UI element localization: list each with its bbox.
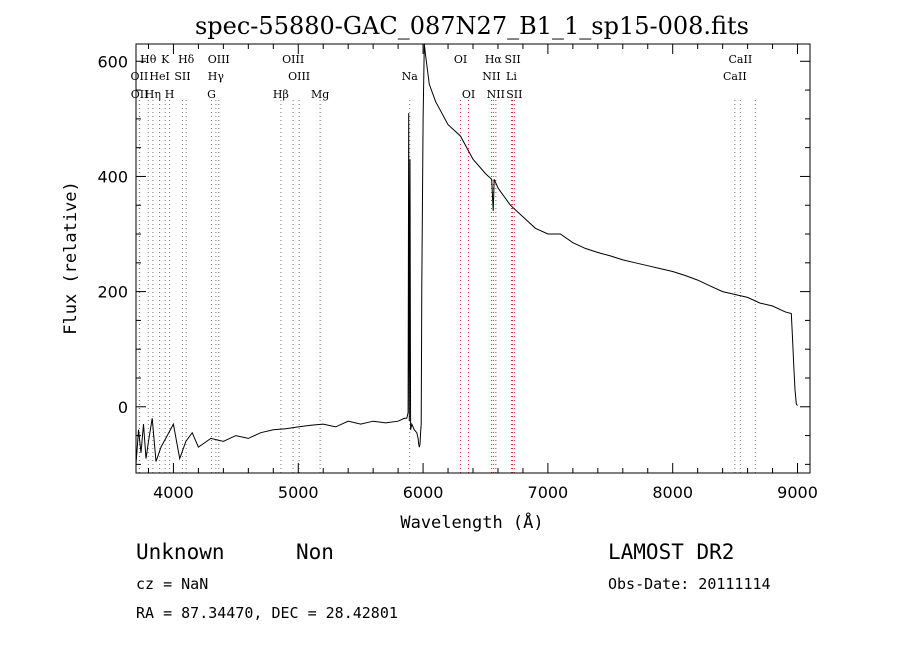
y-tick-label: 600: [97, 52, 128, 71]
spectral-line-markers: [138, 100, 756, 473]
spectral-class: Unknown: [136, 540, 225, 564]
y-tick-label: 200: [97, 283, 128, 302]
y-axis-label: Flux (relative): [61, 181, 81, 335]
x-tick-label: 6000: [403, 483, 444, 502]
ra-dec-coordinates: RA = 87.34470, DEC = 28.42801: [136, 604, 398, 622]
spectral-line-label: NII: [487, 88, 505, 101]
spectral-line-label: OIII: [208, 53, 230, 66]
spectral-line-label: OIII: [288, 70, 310, 83]
x-tick-label: 8000: [652, 483, 693, 502]
spectral-line-label: NII: [482, 70, 500, 83]
spectral-line-label: G: [207, 88, 216, 101]
spectral-line-label: OI: [454, 53, 467, 66]
spectral-line-label: OII: [131, 70, 149, 83]
spectral-line-label: SII: [504, 53, 520, 66]
survey-name: LAMOST DR2: [608, 540, 735, 564]
spectral-line-label: CaII: [729, 53, 753, 66]
spectral-line-label: Hγ: [208, 70, 225, 83]
x-tick-label: 4000: [153, 483, 194, 502]
plot-frame: [135, 43, 811, 474]
spectrum-series: [135, 43, 798, 465]
spectral-line-label: Hη: [145, 88, 161, 101]
spectral-line-label: OII: [131, 88, 149, 101]
spectral-line-label: Hδ: [178, 53, 195, 66]
spectral-line-label: SII: [506, 88, 522, 101]
spectrum-line: [135, 43, 798, 465]
spectral-line-label: Mg: [311, 88, 329, 101]
spectral-line-label: Hα: [485, 53, 503, 66]
spectral-line-label: OIII: [282, 53, 304, 66]
spectral-line-label: Li: [506, 70, 517, 83]
spectral-line-label: SII: [174, 70, 190, 83]
redshift-cz: cz = NaN: [136, 575, 209, 593]
spectral-line-label: K: [161, 53, 170, 66]
x-tick-label: 7000: [528, 483, 569, 502]
spectral-line-label: OI: [462, 88, 475, 101]
x-tick-label: 5000: [278, 483, 319, 502]
spectral-line-label: Hβ: [273, 88, 289, 101]
y-tick-label: 400: [97, 167, 128, 186]
observation-date: Obs-Date: 20111114: [608, 575, 771, 593]
spectral-line-label: CaII: [723, 70, 747, 83]
spectral-line-label: Na: [402, 70, 419, 83]
x-axis-ticks: 4000 5000 6000 7000 8000 9000: [147, 44, 818, 502]
spectral-line-label: H: [165, 88, 175, 101]
spectral-line-label: HeI: [149, 70, 169, 83]
x-axis-label: Wavelength (Å): [400, 511, 543, 533]
y-tick-label: 0: [118, 398, 128, 417]
spectral-subclass: Non: [296, 540, 334, 564]
x-tick-label: 9000: [777, 483, 818, 502]
spectral-line-label: Hθ: [140, 53, 157, 66]
y-axis-ticks: 0 200 400 600: [97, 52, 810, 465]
spectral-line-label: CaII: [743, 0, 767, 3]
chart-title: spec-55880-GAC_087N27_B1_1_sp15-008.fits: [195, 12, 749, 40]
